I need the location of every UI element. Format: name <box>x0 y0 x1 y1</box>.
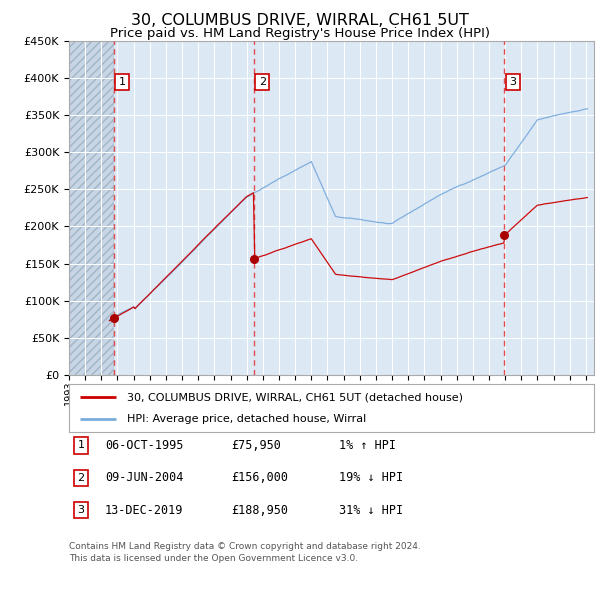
Text: 1: 1 <box>77 441 85 450</box>
Text: £75,950: £75,950 <box>231 439 281 452</box>
Text: £156,000: £156,000 <box>231 471 288 484</box>
Text: Contains HM Land Registry data © Crown copyright and database right 2024.
This d: Contains HM Land Registry data © Crown c… <box>69 542 421 563</box>
Text: 30, COLUMBUS DRIVE, WIRRAL, CH61 5UT: 30, COLUMBUS DRIVE, WIRRAL, CH61 5UT <box>131 13 469 28</box>
Text: 06-OCT-1995: 06-OCT-1995 <box>105 439 184 452</box>
Text: 09-JUN-2004: 09-JUN-2004 <box>105 471 184 484</box>
Text: 30, COLUMBUS DRIVE, WIRRAL, CH61 5UT (detached house): 30, COLUMBUS DRIVE, WIRRAL, CH61 5UT (de… <box>127 392 463 402</box>
Text: 1% ↑ HPI: 1% ↑ HPI <box>339 439 396 452</box>
Text: 19% ↓ HPI: 19% ↓ HPI <box>339 471 403 484</box>
Text: 2: 2 <box>77 473 85 483</box>
Text: 2: 2 <box>259 77 266 87</box>
Text: 3: 3 <box>77 506 85 515</box>
Text: 31% ↓ HPI: 31% ↓ HPI <box>339 504 403 517</box>
Text: £188,950: £188,950 <box>231 504 288 517</box>
Text: 3: 3 <box>509 77 516 87</box>
Text: 13-DEC-2019: 13-DEC-2019 <box>105 504 184 517</box>
Text: 1: 1 <box>119 77 125 87</box>
Text: Price paid vs. HM Land Registry's House Price Index (HPI): Price paid vs. HM Land Registry's House … <box>110 27 490 40</box>
Text: HPI: Average price, detached house, Wirral: HPI: Average price, detached house, Wirr… <box>127 414 366 424</box>
